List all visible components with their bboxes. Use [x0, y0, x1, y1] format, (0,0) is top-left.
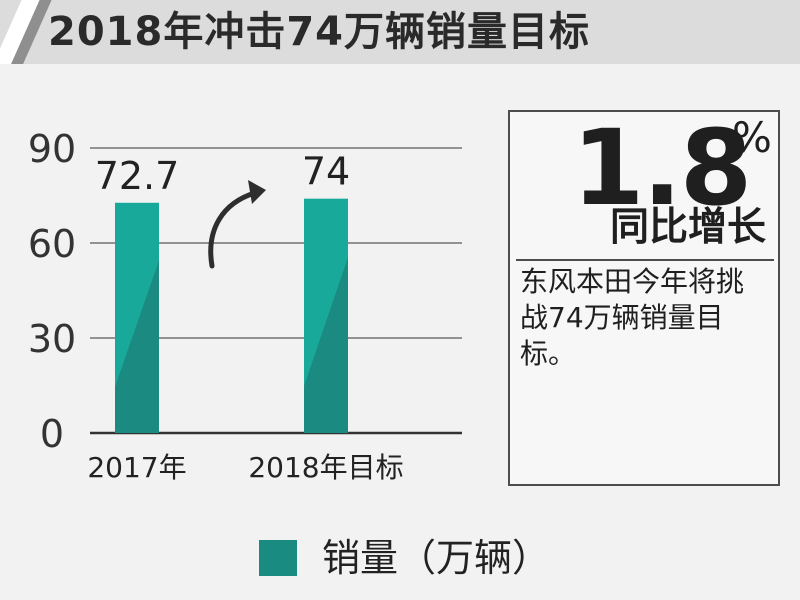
x-tick-label: 2017年 [87, 451, 186, 484]
bar-shadow [304, 257, 348, 433]
x-tick-label: 2018年目标 [248, 451, 403, 484]
y-tick-label: 30 [28, 317, 76, 361]
data-label: 72.7 [95, 154, 180, 198]
bar-chart: 0 30 60 90 72.7 2017年 74 2018年目标 [28, 127, 462, 484]
chart-title: 2018年冲击74万辆销量目标 [48, 9, 590, 55]
summary-divider [516, 259, 774, 261]
legend-label: 销量（万辆） [322, 536, 551, 580]
y-tick-label: 60 [28, 222, 76, 266]
growth-label: 同比增长 [609, 205, 766, 250]
y-tick-label: 0 [40, 412, 64, 456]
growth-value: 1.8 [572, 107, 752, 229]
summary-box: 1.8 % 同比增长 东风本田今年将挑战74万辆销量目标。 [508, 110, 780, 486]
data-label: 74 [302, 150, 350, 194]
legend-swatch [259, 540, 297, 576]
trend-arrow [208, 189, 261, 269]
growth-unit: % [732, 113, 772, 162]
trend-arrow-head [248, 180, 266, 204]
header-banner: 2018年冲击74万辆销量目标 [0, 0, 800, 64]
summary-description: 东风本田今年将挑战74万辆销量目标。 [520, 265, 745, 370]
bar-shadow [115, 260, 159, 433]
y-tick-label: 90 [28, 127, 76, 171]
